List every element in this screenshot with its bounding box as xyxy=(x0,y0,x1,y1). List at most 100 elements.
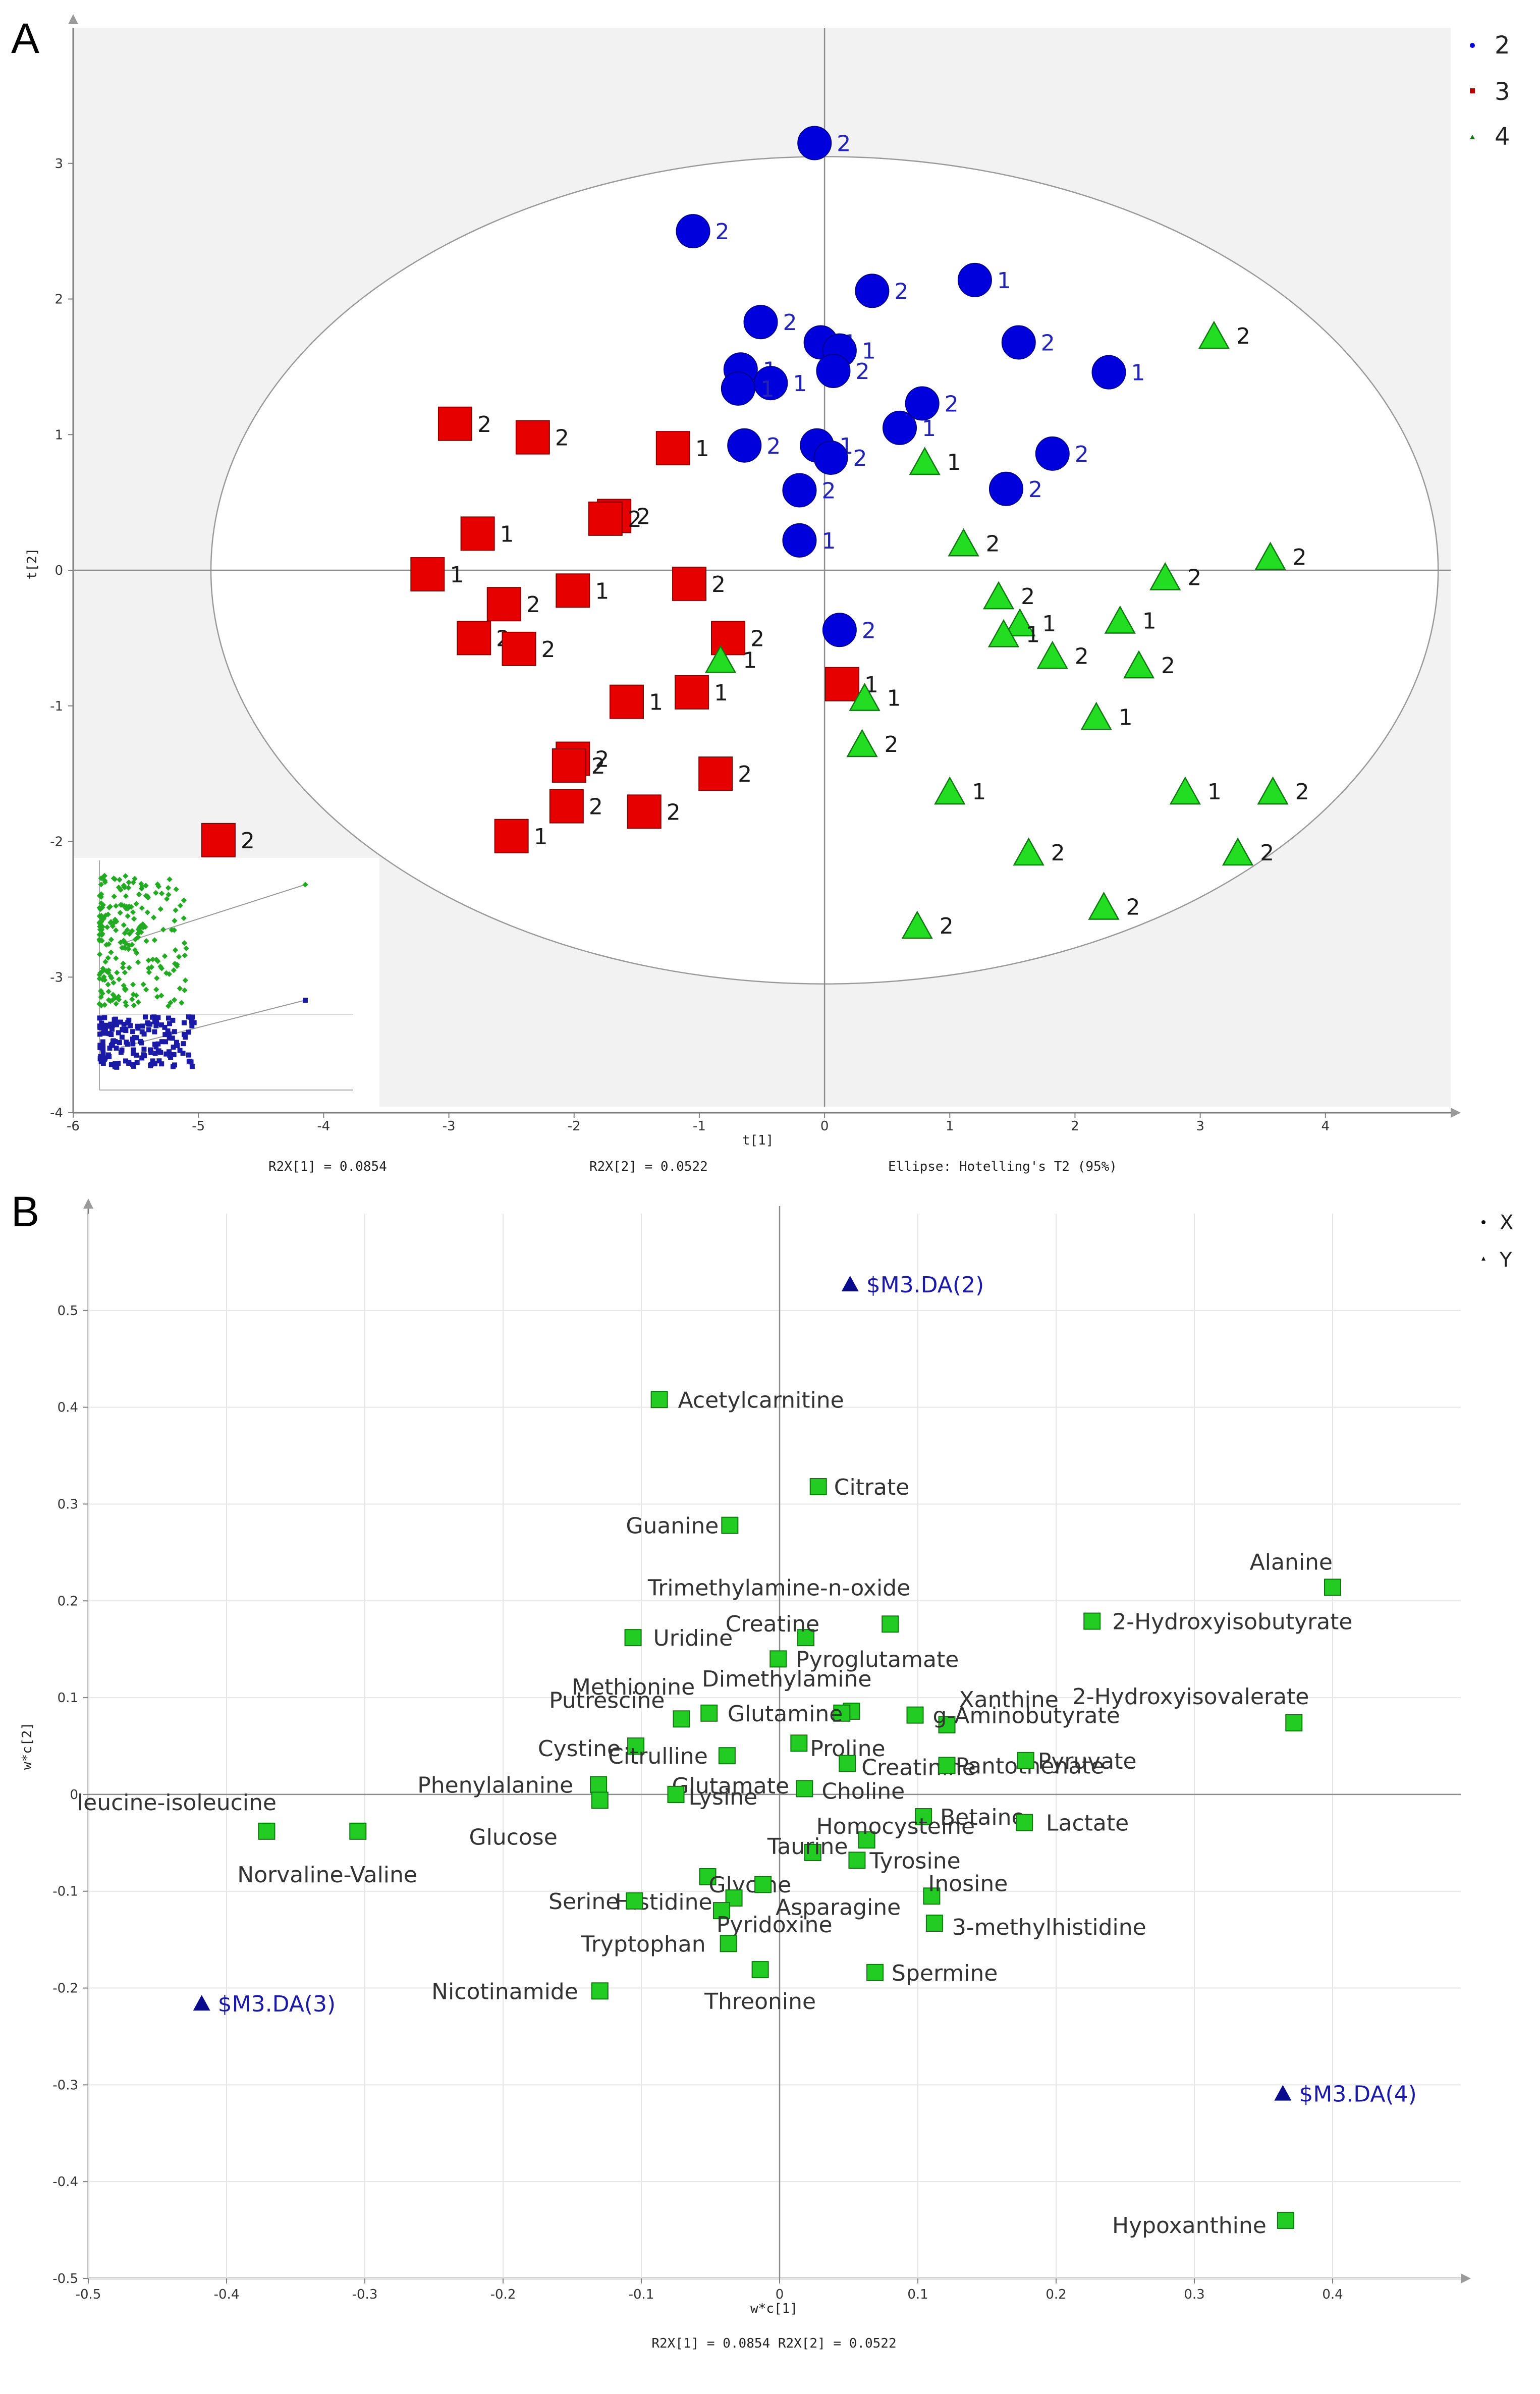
score-point-group-3: 2 xyxy=(552,748,606,783)
score-point-label: 2 xyxy=(837,131,851,156)
score-point-label: 1 xyxy=(793,371,807,397)
legend-triangle-icon xyxy=(1470,135,1475,139)
footer-r2x: R2X[1] = 0.0854 R2X[2] = 0.0522 xyxy=(651,2336,896,2351)
score-point-label: 2 xyxy=(1295,779,1309,805)
legend-label-3: 3 xyxy=(1495,78,1510,106)
score-point-circle xyxy=(1001,325,1036,360)
loading-label: Dimethylamine xyxy=(702,1666,871,1692)
score-point-label: 1 xyxy=(1131,360,1145,386)
score-point-group-3: 1 xyxy=(824,667,878,701)
gridlines xyxy=(88,1206,1461,2279)
permutation-inset xyxy=(74,858,379,1107)
score-point-group-2: 1 xyxy=(721,371,775,406)
y-axis-arrow-icon xyxy=(68,14,78,24)
x-variable-alanine: Alanine xyxy=(1250,1549,1341,1596)
score-point-group-3: 1 xyxy=(410,557,464,592)
score-point-label: 2 xyxy=(894,279,908,304)
y-tick-label: 0.2 xyxy=(58,1594,78,1609)
score-point-group-4: 1 xyxy=(934,776,986,805)
score-point-group-4: 2 xyxy=(982,581,1035,610)
loading-square xyxy=(349,1822,367,1840)
loading-label: Glucose xyxy=(469,1824,557,1850)
x-variable-pyruvate: Pyruvate xyxy=(1017,1749,1137,1774)
score-point-circle xyxy=(883,410,917,445)
x-variable-guanine: Guanine xyxy=(626,1513,739,1539)
score-point-group-2: 2 xyxy=(1001,325,1055,360)
y-tick-label: -0.1 xyxy=(52,1884,78,1899)
loading-label: Asparagine xyxy=(776,1894,901,1920)
loading-square xyxy=(650,1391,668,1408)
score-point-label: 2 xyxy=(1028,477,1042,503)
score-point-triangle xyxy=(849,683,881,711)
score-point-label: 2 xyxy=(1126,895,1140,920)
score-point-label: 2 xyxy=(711,572,726,597)
loading-square xyxy=(923,1887,941,1905)
x-tick-label: 0.2 xyxy=(1046,2287,1066,2302)
score-point-group-2: 2 xyxy=(727,428,781,463)
legend-square-icon xyxy=(1470,88,1475,93)
score-point-group-2: 2 xyxy=(816,353,869,388)
loading-square xyxy=(809,1478,827,1495)
score-point-square xyxy=(494,819,529,853)
x-variable-phenylalanine: Phenylalanine xyxy=(417,1773,608,1799)
score-point-group-4: 2 xyxy=(846,729,899,757)
loading-label: Threonine xyxy=(704,1989,816,2015)
score-point-group-4: 2 xyxy=(1198,320,1250,349)
loading-label: Tryptophan xyxy=(580,1931,705,1957)
x-tick-label: -5 xyxy=(192,1119,205,1134)
score-point-group-2: 2 xyxy=(797,126,851,160)
score-point-group-4: 2 xyxy=(1222,837,1274,866)
legend-y-triangle-icon xyxy=(1481,1257,1486,1261)
score-point-square xyxy=(609,684,644,719)
score-point-group-4: 2 xyxy=(901,910,954,939)
y-tick-label: 3 xyxy=(54,156,63,172)
score-point-label: 2 xyxy=(945,391,959,417)
score-point-label: 2 xyxy=(555,425,569,451)
score-point-triangle xyxy=(1036,640,1068,669)
loading-square xyxy=(1277,2211,1294,2229)
y-variable-label: $M3.DA(3) xyxy=(218,1991,336,2017)
score-point-triangle xyxy=(1222,837,1254,866)
panel-b-letter: B xyxy=(11,1188,39,1235)
score-point-circle xyxy=(797,126,832,160)
score-point-group-2: 2 xyxy=(822,613,876,647)
score-point-square xyxy=(410,557,445,592)
score-point-group-3: 2 xyxy=(698,756,752,791)
score-point-group-3: 1 xyxy=(494,819,548,853)
score-point-square xyxy=(486,587,521,622)
score-point-label: 2 xyxy=(628,507,642,532)
footer-r2x1: R2X[1] = 0.0854 xyxy=(268,1159,387,1174)
score-point-label: 2 xyxy=(541,637,556,663)
x-variable-glycine: Glycine xyxy=(699,1868,791,1898)
score-point-label: 2 xyxy=(589,794,603,820)
axis-ticks: -0.5 -0.4 -0.3 -0.2 -0.1 0 0.1 0.2 0.3 0.4 0.5 0.4 0… xyxy=(52,1303,1343,2302)
score-point-circle xyxy=(855,274,890,308)
loading-square xyxy=(751,1961,769,1979)
score-point-group-2: 1 xyxy=(1091,355,1145,390)
loading-label: Taurine xyxy=(767,1834,848,1860)
score-point-label: 1 xyxy=(922,416,936,442)
score-points: 2221211212111212122221222122112122221112… xyxy=(201,126,1309,939)
loading-square xyxy=(906,1706,924,1724)
x-variable-pyroglutamate: Pyroglutamate xyxy=(769,1647,959,1672)
y-axis-label: w*c[2] xyxy=(20,1722,35,1770)
x-tick-label: 3 xyxy=(1196,1119,1204,1134)
x-variable-dimethylamine: Dimethylamine xyxy=(702,1666,871,1720)
loading-label: Acetylcarnitine xyxy=(678,1387,844,1413)
y-tick-label: 0.3 xyxy=(58,1497,78,1512)
loading-square xyxy=(590,1776,608,1793)
score-point-triangle xyxy=(1198,320,1230,349)
loading-square xyxy=(718,1747,736,1765)
x-tick-label: -0.5 xyxy=(76,2287,101,2302)
loading-square xyxy=(858,1831,875,1849)
score-point-square xyxy=(556,573,590,608)
y-variable-m3-da-2: $M3.DA(2) xyxy=(841,1272,984,1298)
x-variable-citrate: Citrate xyxy=(809,1475,909,1500)
score-point-label: 1 xyxy=(450,562,464,588)
loading-square xyxy=(721,1516,739,1534)
score-point-square xyxy=(588,501,623,536)
score-point-triangle xyxy=(1257,776,1289,805)
loading-label: Creatine xyxy=(726,1611,819,1637)
y-tick-label: -4 xyxy=(50,1106,63,1121)
x-tick-label: 0.1 xyxy=(907,2287,928,2302)
